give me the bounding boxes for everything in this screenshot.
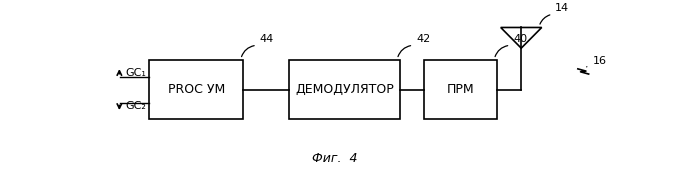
Bar	[424, 60, 497, 119]
Text: ДЕМОДУЛЯТОР: ДЕМОДУЛЯТОР	[295, 83, 394, 96]
Text: 14: 14	[555, 3, 569, 13]
Text: 16: 16	[592, 56, 606, 66]
Text: GC₁: GC₁	[126, 68, 147, 78]
Text: 44: 44	[260, 34, 274, 44]
Bar	[290, 60, 400, 119]
Text: PROC УМ: PROC УМ	[168, 83, 225, 96]
Text: ПРМ: ПРМ	[447, 83, 475, 96]
Text: Фиг.  4: Фиг. 4	[313, 152, 358, 165]
Text: GC₂: GC₂	[126, 101, 147, 111]
Bar	[149, 60, 244, 119]
Text: 42: 42	[416, 34, 430, 44]
Text: 40: 40	[513, 34, 528, 44]
